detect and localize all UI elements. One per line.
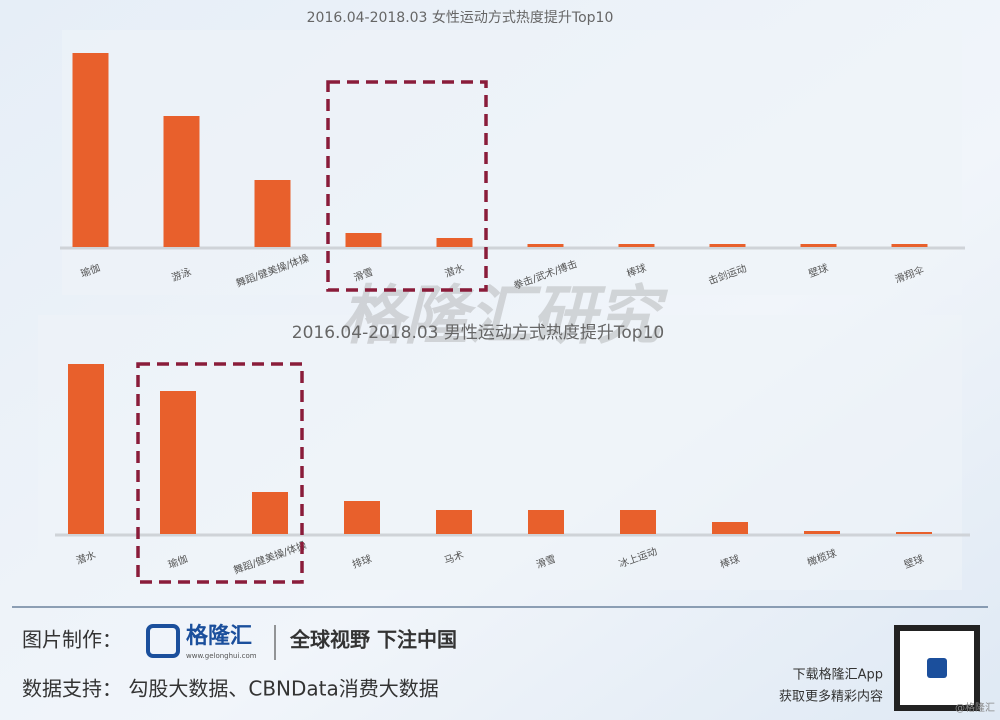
bar: [436, 510, 472, 534]
bar: [345, 233, 382, 247]
bar: [618, 244, 655, 247]
logo-url: www.gelonghui.com: [186, 652, 257, 660]
bar: [896, 532, 932, 534]
qr-logo: [927, 658, 947, 678]
bar: [68, 364, 104, 534]
bar: [527, 244, 564, 247]
bar: [72, 53, 109, 247]
made-by: 图片制作：: [22, 628, 122, 652]
panel: [62, 30, 962, 295]
slogan: 全球视野 下注中国: [289, 628, 457, 652]
bar: [620, 510, 656, 534]
app-line: 获取更多精彩内容: [779, 689, 883, 705]
bar: [804, 531, 840, 534]
chart-title: 2016.04-2018.03 男性运动方式热度提升Top10: [292, 323, 664, 343]
chart-title: 2016.04-2018.03 女性运动方式热度提升Top10: [307, 9, 614, 26]
bar: [160, 391, 196, 534]
logo-text: 格隆汇: [186, 623, 252, 649]
bar: [163, 116, 200, 247]
bar: [436, 238, 473, 247]
bar: [800, 244, 837, 247]
highlight-box: [136, 362, 304, 584]
bar: [344, 501, 380, 534]
credit: @格隆汇: [955, 701, 995, 714]
logo-icon: [146, 624, 180, 658]
bar: [709, 244, 746, 247]
bar: [528, 510, 564, 534]
bar: [254, 180, 291, 247]
watermark: 格隆汇研究: [340, 280, 669, 354]
highlight-box: [326, 80, 488, 292]
bar: [712, 522, 748, 534]
data-source: 数据支持： 勾股大数据、CBNData消费大数据: [22, 677, 439, 701]
bar: [252, 492, 288, 534]
bar: [891, 244, 928, 247]
app-line: 下载格隆汇App: [793, 667, 883, 683]
